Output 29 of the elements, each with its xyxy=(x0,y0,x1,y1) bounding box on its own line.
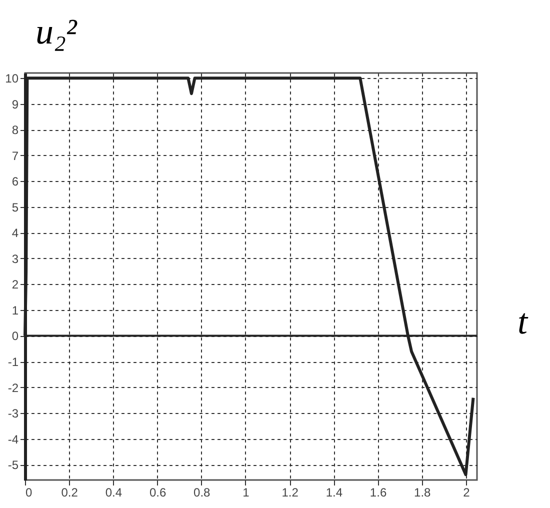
y-tick-label: 2 xyxy=(12,278,19,292)
y-tick-label: 8 xyxy=(12,123,19,138)
y-tick-label: -2 xyxy=(8,380,19,395)
y-tick-label: 9 xyxy=(12,97,19,112)
y-tick-label: 5 xyxy=(12,200,19,214)
x-axis-title: t xyxy=(517,302,528,342)
y-tick-label: 4 xyxy=(12,226,19,240)
y-tick-label: -4 xyxy=(8,432,19,446)
x-tick-label: 1.4 xyxy=(326,486,343,500)
x-tick-label: 0 xyxy=(26,486,32,500)
y-tick-label: 1 xyxy=(12,303,19,318)
x-tick-label: 0.8 xyxy=(194,486,211,500)
y-tick-label: 6 xyxy=(12,174,19,189)
y-tick-label: -1 xyxy=(8,355,19,370)
y-tick-label: 3 xyxy=(12,252,19,266)
y-tick-label: -5 xyxy=(8,458,19,472)
y-tick-label: -3 xyxy=(8,406,19,421)
y-tick-label: 7 xyxy=(12,148,19,163)
x-tick-label: 2 xyxy=(463,486,470,500)
x-tick-label: 1.2 xyxy=(282,486,299,500)
x-tick-label: 0.2 xyxy=(61,486,78,500)
x-tick-label: 1.8 xyxy=(414,486,432,500)
x-tick-label: 0.6 xyxy=(149,486,166,500)
y-tick-label: 0 xyxy=(12,329,19,344)
x-tick-label: 1 xyxy=(242,486,250,500)
y-tick-label: 10 xyxy=(5,72,19,86)
y-axis-title: u₂² xyxy=(36,12,78,52)
x-tick-label: 0.4 xyxy=(105,486,122,500)
x-tick-label: 1.6 xyxy=(370,486,387,500)
